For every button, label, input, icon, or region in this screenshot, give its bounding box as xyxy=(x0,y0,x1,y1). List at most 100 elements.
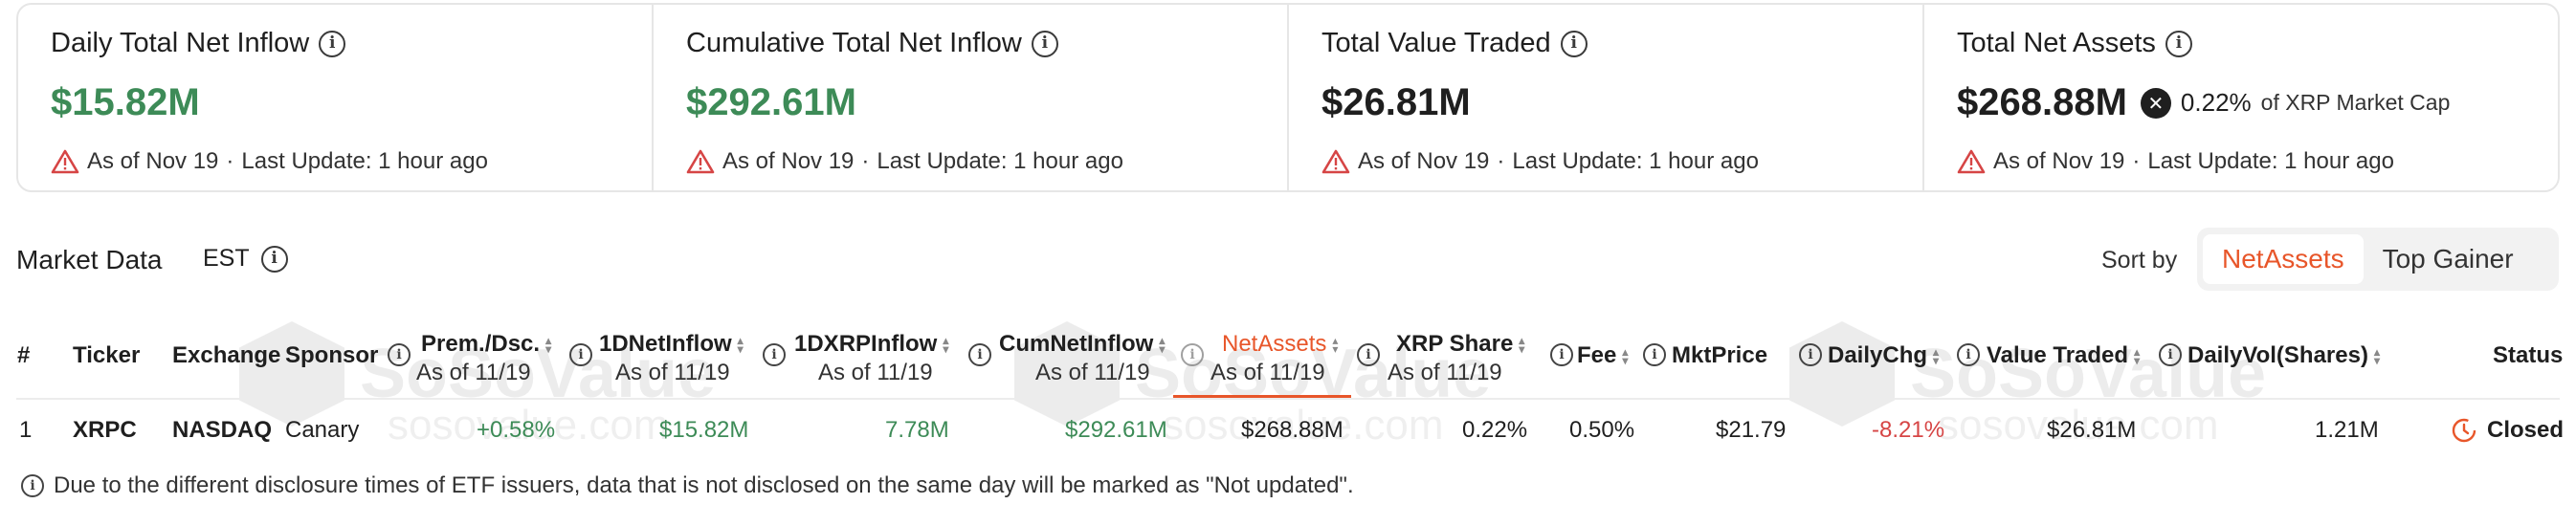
cell-prem: +0.58% xyxy=(477,417,556,443)
card-daily-net-inflow: Daily Total Net Inflow i $15.82M As of N… xyxy=(18,5,654,190)
info-icon[interactable]: i xyxy=(1181,343,1204,366)
col-header-text: Fee xyxy=(1577,342,1617,368)
status-text: Closed xyxy=(2487,417,2565,443)
market-cap-label: of XRP Market Cap xyxy=(2260,90,2451,115)
card-title: Total Net Assets i xyxy=(1957,28,2192,59)
market-data-title: Market Data xyxy=(16,245,163,274)
col-header-text: DailyVol(Shares) xyxy=(2187,342,2368,368)
cell-1d-inflow: $15.82M xyxy=(659,417,749,443)
info-icon[interactable]: i xyxy=(1799,343,1822,366)
col-header-net-assets[interactable]: NetAssets ▴ ▾ xyxy=(1222,331,1340,358)
cell-status: Closed xyxy=(2451,417,2564,444)
card-total-net-assets: Total Net Assets i $268.88M ✕ 0.22% of X… xyxy=(1924,5,2558,190)
card-title-text: Total Value Traded xyxy=(1321,28,1551,58)
sort-icon[interactable]: ▴ ▾ xyxy=(545,333,552,356)
sort-label: Sort by xyxy=(2101,247,2178,274)
warning-icon xyxy=(1957,149,1986,174)
last-update-text: Last Update: 1 hour ago xyxy=(877,148,1123,174)
cell-ticker[interactable]: XRPC xyxy=(73,417,137,443)
market-cap-pct: 0.22% xyxy=(2180,88,2252,117)
card-value: $268.88M ✕ 0.22% of XRP Market Cap xyxy=(1957,81,2450,124)
card-value: $15.82M xyxy=(51,81,200,123)
card-title-text: Cumulative Total Net Inflow xyxy=(686,28,1022,58)
col-header-num: # xyxy=(17,342,31,368)
sort-icon[interactable]: ▴ ▾ xyxy=(2373,344,2380,367)
col-header-date: As of 11/19 xyxy=(818,360,933,385)
as-of-text: As of Nov 19 xyxy=(722,148,855,174)
col-header-1d-xrp-inflow[interactable]: 1DXRPInflow ▴ ▾ xyxy=(794,331,950,358)
info-icon[interactable]: i xyxy=(319,30,346,57)
col-header-date: As of 11/19 xyxy=(1035,360,1150,385)
info-icon[interactable]: i xyxy=(2165,30,2192,57)
sort-icon[interactable]: ▴ ▾ xyxy=(1622,344,1629,367)
cell-num: 1 xyxy=(19,417,33,443)
card-value: $292.61M xyxy=(686,81,856,123)
sort-icon[interactable]: ▴ ▾ xyxy=(943,333,949,356)
card-title: Daily Total Net Inflow i xyxy=(51,28,346,59)
sort-icon[interactable]: ▴ ▾ xyxy=(737,333,744,356)
info-icon[interactable]: i xyxy=(2159,343,2182,366)
as-of-text: As of Nov 19 xyxy=(1993,148,2125,174)
col-header-mkt-price[interactable]: MktPrice xyxy=(1672,342,1767,369)
card-meta: As of Nov 19 · Last Update: 1 hour ago xyxy=(51,148,488,175)
col-header-prem[interactable]: Prem./Dsc. ▴ ▾ xyxy=(421,331,553,358)
net-assets-value: $268.88M xyxy=(1957,81,2127,123)
sosovalue-logo-icon xyxy=(1789,321,1895,427)
timezone-text: EST xyxy=(203,245,250,272)
col-header-text: Prem./Dsc. xyxy=(421,331,541,357)
sort-option-top-gainer[interactable]: Top Gainer xyxy=(2382,244,2514,274)
card-title: Cumulative Total Net Inflow i xyxy=(686,28,1058,59)
cell-cum-inflow: $292.61M xyxy=(1065,417,1167,443)
col-header-value-traded[interactable]: Value Traded ▴ ▾ xyxy=(1987,342,2142,369)
card-value: $26.81M xyxy=(1321,81,1471,123)
card-meta: As of Nov 19 · Last Update: 1 hour ago xyxy=(1957,148,2394,175)
col-header-text: NetAssets xyxy=(1222,331,1327,357)
last-update-text: Last Update: 1 hour ago xyxy=(2147,148,2394,174)
info-icon[interactable]: i xyxy=(1357,343,1380,366)
info-icon[interactable]: i xyxy=(260,245,288,273)
col-header-date: As of 11/19 xyxy=(1388,360,1502,385)
info-icon[interactable]: i xyxy=(569,343,592,366)
card-title-text: Total Net Assets xyxy=(1957,28,2156,58)
info-icon[interactable]: i xyxy=(968,343,991,366)
col-header-cum-inflow[interactable]: CumNetInflow ▴ ▾ xyxy=(999,331,1166,358)
warning-icon xyxy=(686,149,715,174)
info-icon[interactable]: i xyxy=(1550,343,1573,366)
col-header-fee[interactable]: Fee ▴ ▾ xyxy=(1577,342,1630,369)
col-header-xrp-share[interactable]: XRP Share ▴ ▾ xyxy=(1396,331,1526,358)
col-header-date: As of 11/19 xyxy=(615,360,730,385)
sort-icon[interactable]: ▴ ▾ xyxy=(1159,333,1166,356)
cell-net-assets: $268.88M xyxy=(1241,417,1344,443)
col-header-sponsor: Sponsor xyxy=(285,342,379,368)
sort-icon[interactable]: ▴ ▾ xyxy=(2134,344,2141,367)
info-icon[interactable]: i xyxy=(388,343,411,366)
cell-mkt-price: $21.79 xyxy=(1716,417,1787,443)
info-icon[interactable]: i xyxy=(1957,343,1980,366)
info-icon[interactable]: i xyxy=(1560,30,1588,57)
cell-exchange: NASDAQ xyxy=(172,417,273,443)
col-header-daily-vol[interactable]: DailyVol(Shares) ▴ ▾ xyxy=(2187,342,2382,369)
col-header-daily-chg[interactable]: DailyChg ▴ ▾ xyxy=(1828,342,1941,369)
as-of-text: As of Nov 19 xyxy=(87,148,219,174)
card-total-value-traded: Total Value Traded i $26.81M As of Nov 1… xyxy=(1289,5,1924,190)
col-header-status: Status xyxy=(2493,342,2564,368)
col-header-text: Value Traded xyxy=(1987,342,2129,368)
warning-icon xyxy=(51,149,79,174)
sort-icon[interactable]: ▴ ▾ xyxy=(1332,333,1339,356)
col-header-text: MktPrice xyxy=(1672,342,1768,368)
sort-icon[interactable]: ▴ ▾ xyxy=(1933,344,1940,367)
sort-icon[interactable]: ▴ ▾ xyxy=(1519,333,1525,356)
as-of-text: As of Nov 19 xyxy=(1358,148,1490,174)
info-icon[interactable]: i xyxy=(763,343,786,366)
sort-option-netassets[interactable]: NetAssets xyxy=(2203,234,2364,284)
col-header-1d-inflow[interactable]: 1DNetInflow ▴ ▾ xyxy=(599,331,745,358)
col-header-date: As of 11/19 xyxy=(416,360,531,385)
sort-toggle: NetAssets Top Gainer xyxy=(2197,228,2559,291)
info-icon[interactable]: i xyxy=(1643,343,1666,366)
card-cumulative-net-inflow: Cumulative Total Net Inflow i $292.61M A… xyxy=(654,5,1289,190)
card-meta: As of Nov 19 · Last Update: 1 hour ago xyxy=(1321,148,1759,175)
footnote-text: Due to the different disclosure times of… xyxy=(54,472,1354,498)
card-meta: As of Nov 19 · Last Update: 1 hour ago xyxy=(686,148,1123,175)
info-icon[interactable]: i xyxy=(1031,30,1058,57)
table-divider xyxy=(16,398,2560,400)
